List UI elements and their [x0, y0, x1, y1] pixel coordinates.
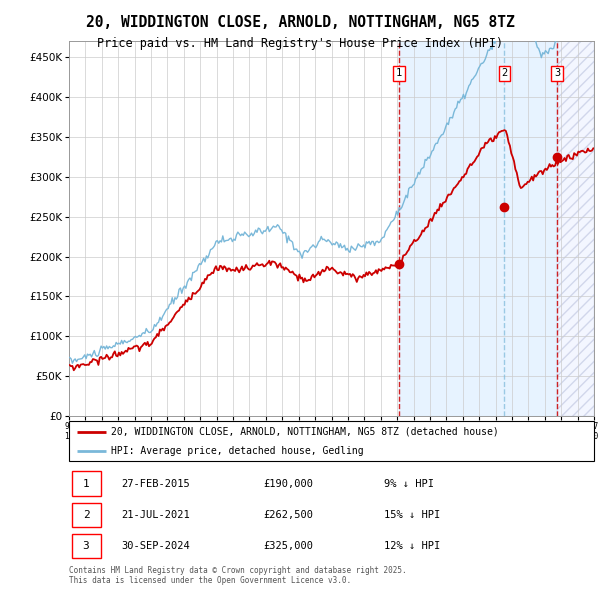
Text: 9% ↓ HPI: 9% ↓ HPI [384, 478, 434, 489]
FancyBboxPatch shape [71, 534, 101, 558]
Bar [557, 41, 594, 416]
Text: 1: 1 [396, 68, 403, 78]
FancyBboxPatch shape [69, 421, 594, 461]
Text: 20, WIDDINGTON CLOSE, ARNOLD, NOTTINGHAM, NG5 8TZ: 20, WIDDINGTON CLOSE, ARNOLD, NOTTINGHAM… [86, 15, 514, 30]
Text: HPI: Average price, detached house, Gedling: HPI: Average price, detached house, Gedl… [111, 445, 364, 455]
Text: 20, WIDDINGTON CLOSE, ARNOLD, NOTTINGHAM, NG5 8TZ (detached house): 20, WIDDINGTON CLOSE, ARNOLD, NOTTINGHAM… [111, 427, 499, 437]
Text: Price paid vs. HM Land Registry's House Price Index (HPI): Price paid vs. HM Land Registry's House … [97, 37, 503, 50]
Bar [399, 41, 557, 416]
FancyBboxPatch shape [71, 471, 101, 496]
Text: 3: 3 [554, 68, 560, 78]
Text: 12% ↓ HPI: 12% ↓ HPI [384, 541, 440, 551]
Text: 2: 2 [83, 510, 89, 520]
Text: £190,000: £190,000 [263, 478, 313, 489]
Text: 30-SEP-2024: 30-SEP-2024 [121, 541, 190, 551]
Text: £325,000: £325,000 [263, 541, 313, 551]
FancyBboxPatch shape [71, 503, 101, 527]
Text: Contains HM Land Registry data © Crown copyright and database right 2025.
This d: Contains HM Land Registry data © Crown c… [69, 566, 407, 585]
Text: 1: 1 [83, 478, 89, 489]
Text: £262,500: £262,500 [263, 510, 313, 520]
Text: 15% ↓ HPI: 15% ↓ HPI [384, 510, 440, 520]
Text: 27-FEB-2015: 27-FEB-2015 [121, 478, 190, 489]
Text: 21-JUL-2021: 21-JUL-2021 [121, 510, 190, 520]
Text: 3: 3 [83, 541, 89, 551]
Text: 2: 2 [502, 68, 508, 78]
